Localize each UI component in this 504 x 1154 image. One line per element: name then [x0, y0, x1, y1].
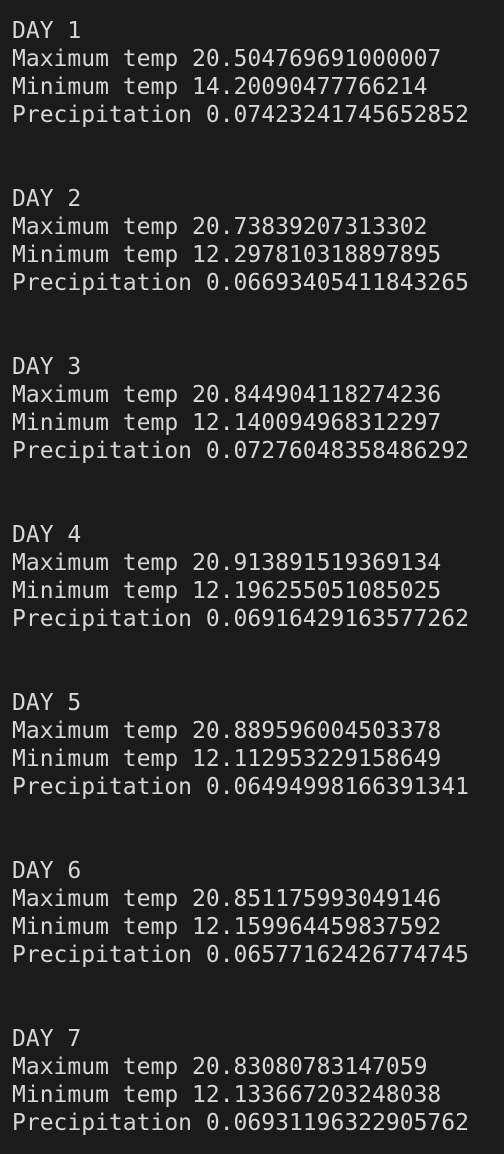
output-line: Precipitation 0.06494998166391341	[12, 774, 469, 800]
day-block: DAY 2 Maximum temp 20.73839207313302 Minim…	[12, 185, 504, 297]
day-block: DAY 5 Maximum temp 20.889596004503378 Mini…	[12, 689, 504, 801]
day-title: DAY 1	[12, 18, 82, 44]
output-line: Minimum temp 12.297810318897895	[12, 242, 442, 268]
day-title: DAY 5	[12, 690, 82, 716]
day-block: DAY 3 Maximum temp 20.844904118274236 Mini…	[12, 353, 504, 465]
output-line: Minimum temp 14.20090477766214	[12, 74, 428, 100]
output-line: Maximum temp 20.913891519369134	[12, 550, 442, 576]
day-block: DAY 4 Maximum temp 20.913891519369134 Mini…	[12, 521, 504, 633]
output-line: Minimum temp 12.112953229158649	[12, 746, 442, 772]
day-block: DAY 6 Maximum temp 20.851175993049146 Mini…	[12, 857, 504, 969]
output-line: Maximum temp 20.83080783147059	[12, 1054, 428, 1080]
output-line: Precipitation 0.06693405411843265	[12, 270, 469, 296]
day-title: DAY 3	[12, 354, 82, 380]
output-line: Maximum temp 20.504769691000007	[12, 46, 442, 72]
output-line: Maximum temp 20.889596004503378	[12, 718, 442, 744]
output-line: Maximum temp 20.73839207313302	[12, 214, 428, 240]
output-line: Precipitation 0.06916429163577262	[12, 606, 469, 632]
output-line: Precipitation 0.06931196322905762	[12, 1110, 469, 1136]
day-title: DAY 2	[12, 186, 82, 212]
day-block: DAY 7 Maximum temp 20.83080783147059 Minim…	[12, 1025, 504, 1137]
output-line: Precipitation 0.07423241745652852	[12, 102, 469, 128]
day-block: DAY 1 Maximum temp 20.504769691000007 Mini…	[12, 17, 504, 129]
output-line: Minimum temp 12.196255051085025	[12, 578, 442, 604]
day-title: DAY 4	[12, 522, 82, 548]
output-line: Minimum temp 12.140094968312297	[12, 410, 442, 436]
output-line: Precipitation 0.06577162426774745	[12, 942, 469, 968]
output-line: Maximum temp 20.844904118274236	[12, 382, 442, 408]
day-title: DAY 6	[12, 858, 82, 884]
day-title: DAY 7	[12, 1026, 82, 1052]
output-line: Minimum temp 12.159964459837592	[12, 914, 442, 940]
output-line: Minimum temp 12.133667203248038	[12, 1082, 442, 1108]
output-line: Precipitation 0.07276048358486292	[12, 438, 469, 464]
output-line: Maximum temp 20.851175993049146	[12, 886, 442, 912]
